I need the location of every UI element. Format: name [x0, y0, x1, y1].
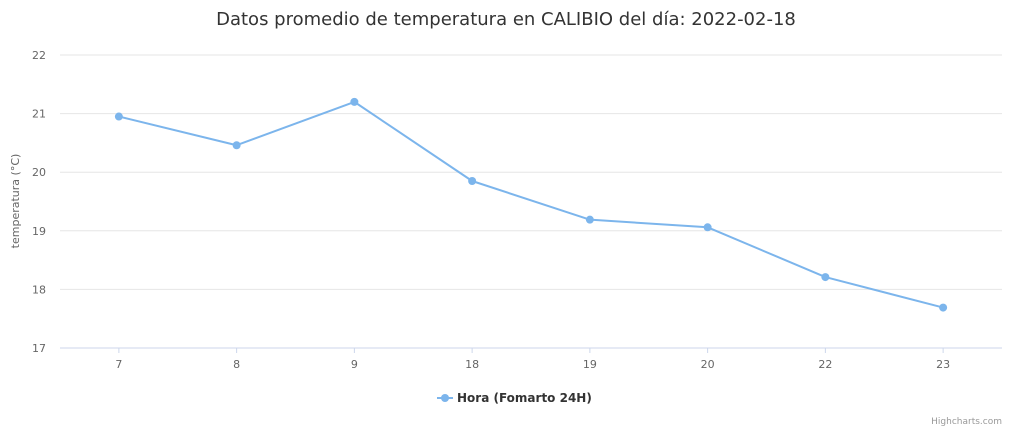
data-point[interactable] [703, 223, 712, 232]
x-tick-label: 23 [936, 358, 950, 371]
x-tick-label: 19 [583, 358, 597, 371]
data-point[interactable] [114, 112, 123, 121]
x-tick-label: 18 [465, 358, 479, 371]
x-tick-label: 22 [818, 358, 832, 371]
data-point[interactable] [232, 141, 241, 150]
legend-item-label[interactable]: Hora (Fomarto 24H) [457, 391, 592, 405]
x-axis-ticks: 7 8 9 18 19 20 22 23 [115, 348, 950, 371]
y-axis-label: temperatura (°C) [9, 154, 22, 249]
y-tick-label: 18 [32, 283, 46, 296]
grid-lines [60, 54, 1002, 349]
legend-marker [441, 394, 449, 402]
x-tick-label: 9 [351, 358, 358, 371]
data-point[interactable] [468, 176, 477, 185]
data-point[interactable] [939, 303, 948, 312]
x-tick-label: 20 [701, 358, 715, 371]
y-tick-label: 20 [32, 166, 46, 179]
y-tick-label: 22 [32, 49, 46, 62]
x-tick-label: 7 [115, 358, 122, 371]
series-group [114, 97, 948, 312]
y-tick-label: 17 [32, 342, 46, 355]
data-point[interactable] [350, 97, 359, 106]
y-axis-ticks: 17 18 19 20 21 22 [32, 49, 46, 355]
y-tick-label: 21 [32, 108, 46, 121]
data-point[interactable] [585, 215, 594, 224]
x-tick-label: 8 [233, 358, 240, 371]
credits-link[interactable]: Highcharts.com [931, 417, 1002, 427]
data-point[interactable] [821, 273, 830, 282]
y-tick-label: 19 [32, 225, 46, 238]
legend[interactable]: Hora (Fomarto 24H) [437, 391, 592, 405]
series-line[interactable] [117, 100, 945, 309]
chart-title: Datos promedio de temperatura en CALIBIO… [216, 9, 796, 30]
